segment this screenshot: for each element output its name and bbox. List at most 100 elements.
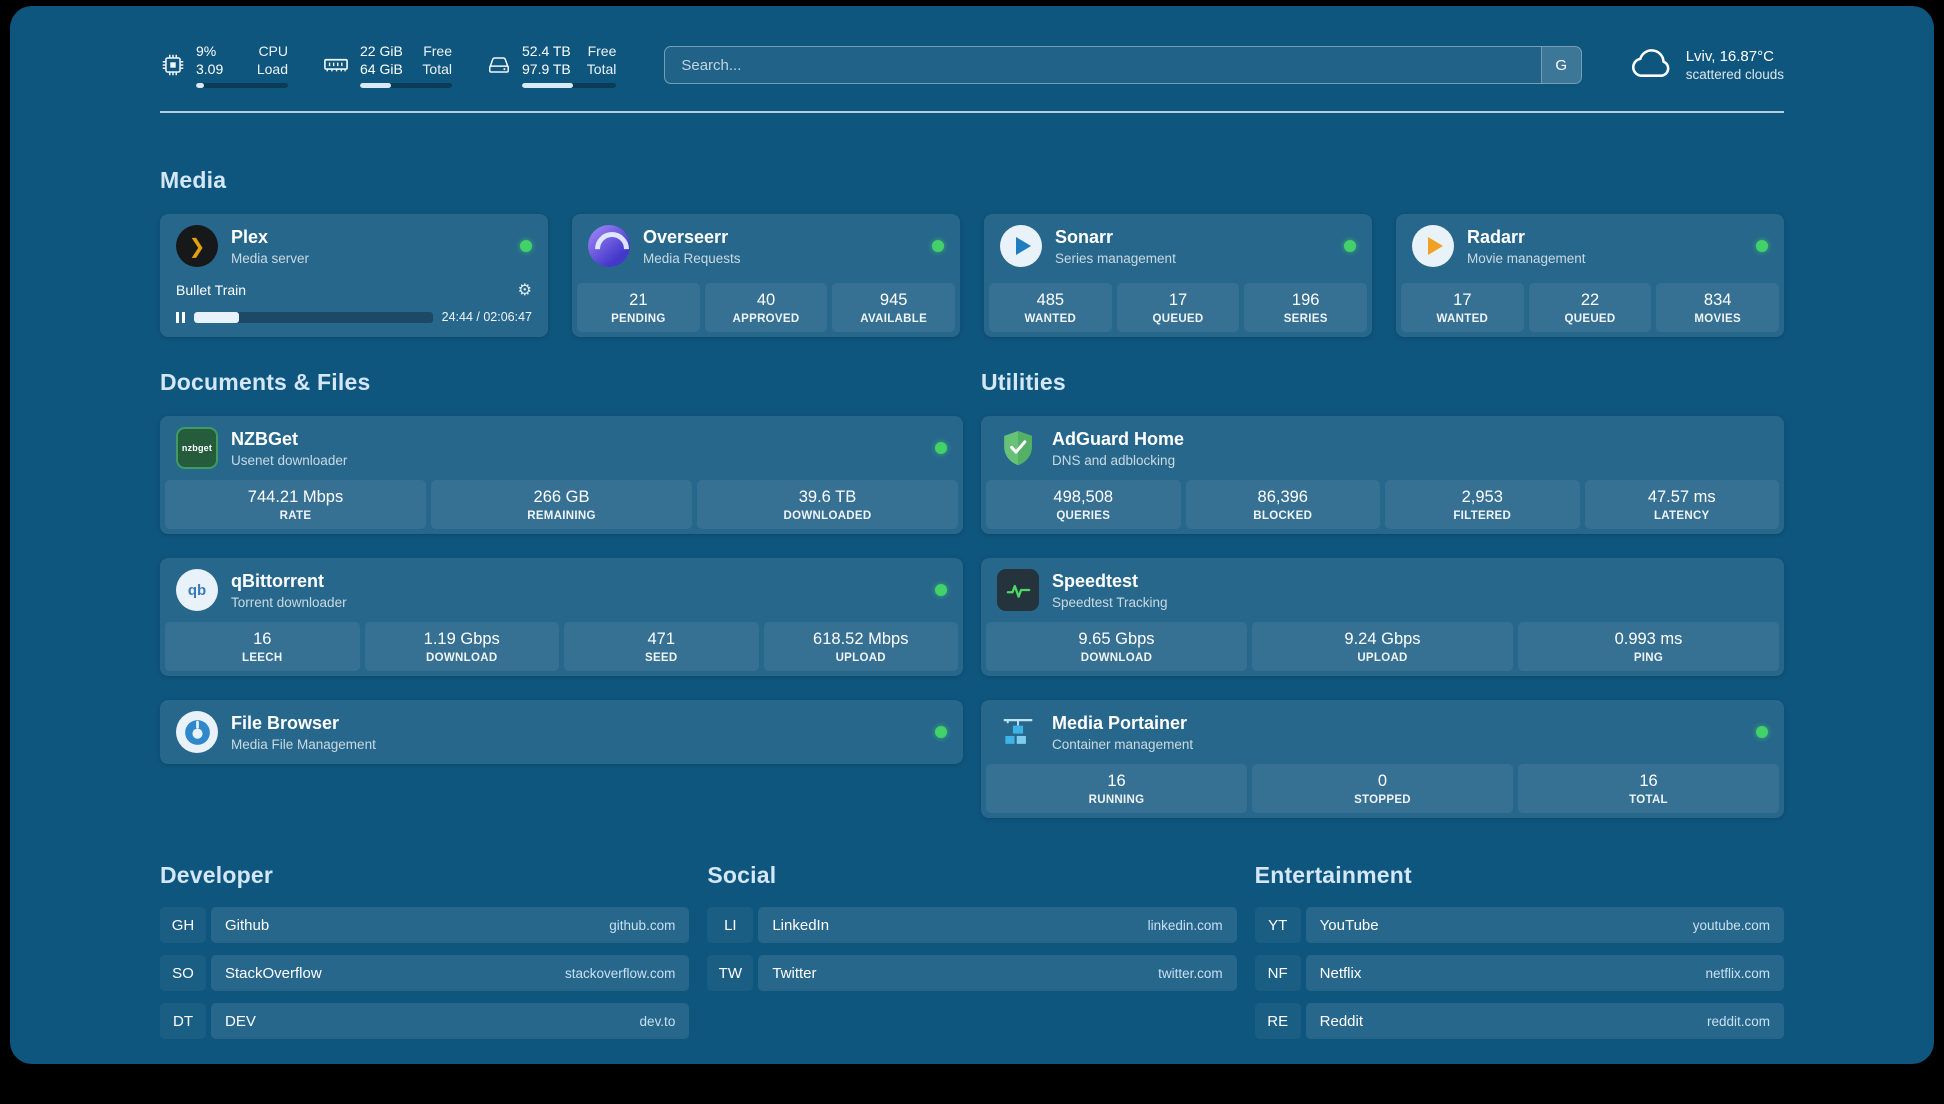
disk-free-label: Free (587, 42, 617, 59)
bookmark-name: Twitter (772, 964, 817, 982)
cpu-widget: 9% 3.09 CPU Load (160, 42, 288, 89)
portainer-card[interactable]: Media Portainer Container management 16 … (981, 700, 1784, 818)
radarr-card[interactable]: Radarr Movie management 17 WANTED 22 QUE… (1396, 214, 1784, 337)
developer-bookmarks: Developer GH Github github.com SO StackO… (160, 862, 690, 1039)
section-title-social: Social (707, 862, 777, 888)
stat-downloaded: 39.6 TB DOWNLOADED (697, 480, 958, 529)
social-bookmarks: Social LI LinkedIn linkedin.com TW Twitt… (707, 862, 1237, 1039)
sonarr-stats: 485 WANTED 17 QUEUED 196 SERIES (984, 283, 1372, 337)
bookmark-abbr: TW (707, 955, 754, 991)
bookmark-name: Reddit (1319, 1012, 1364, 1030)
weather-widget[interactable]: Lviv, 16.87°C scattered clouds (1630, 46, 1784, 85)
speedtest-card[interactable]: Speedtest Speedtest Tracking 9.65 Gbps D… (981, 558, 1784, 676)
bookmark-abbr: GH (160, 907, 206, 943)
pause-button[interactable] (176, 311, 185, 323)
stat-value: 196 (1291, 291, 1320, 309)
qbittorrent-stats: 16 LEECH 1.19 Gbps DOWNLOAD 471 SEED 6 (160, 622, 963, 676)
stat-label: DOWNLOAD (1080, 652, 1153, 664)
settings-gear-icon[interactable]: ⚙ (517, 282, 532, 299)
stat-wanted: 17 WANTED (1401, 283, 1524, 332)
bookmark-stackoverflow[interactable]: SO StackOverflow stackoverflow.com (160, 955, 690, 991)
filebrowser-card[interactable]: File Browser Media File Management (160, 700, 963, 764)
stat-movies: 834 MOVIES (1656, 283, 1780, 332)
stat-wanted: 485 WANTED (989, 283, 1112, 332)
bookmark-github[interactable]: GH Github github.com (160, 907, 690, 943)
disk-stats: 52.4 TB 97.9 TB Free Total (522, 42, 617, 89)
bookmark-dev[interactable]: DT DEV dev.to (160, 1003, 690, 1039)
cpu-label: CPU (258, 42, 288, 59)
cpu-progress-fill (196, 83, 205, 89)
stat-value: 17 (1168, 291, 1188, 309)
media-card-grid: ❯ Plex Media server Bullet Train ⚙ (160, 214, 1784, 337)
nzbget-icon-text: nzbget (181, 443, 213, 453)
weather-condition: scattered clouds (1685, 67, 1784, 82)
status-dot (932, 240, 944, 252)
nzbget-card[interactable]: nzbget NZBGet Usenet downloader 744.21 M… (160, 416, 963, 534)
app-name: Speedtest (1052, 570, 1139, 591)
bookmark-netflix[interactable]: NF Netflix netflix.com (1254, 955, 1784, 991)
section-title-utilities: Utilities (981, 369, 1066, 395)
bookmark-linkedin[interactable]: LI LinkedIn linkedin.com (707, 907, 1237, 943)
stat-available: 945 AVAILABLE (832, 283, 956, 332)
bookmark-twitter[interactable]: TW Twitter twitter.com (707, 955, 1237, 991)
cpu-load-value: 3.09 (196, 61, 224, 77)
playback-progressbar[interactable] (194, 311, 433, 323)
sonarr-card[interactable]: Sonarr Series management 485 WANTED 17 Q… (984, 214, 1372, 337)
bookmark-url: dev.to (639, 1013, 676, 1029)
overseerr-meta: Overseerr Media Requests (643, 227, 741, 266)
topbar-divider (160, 111, 1784, 113)
stat-value: 2,953 (1461, 488, 1503, 506)
bookmark-url: netflix.com (1705, 965, 1770, 981)
disk-total-label: Total (586, 61, 617, 77)
disk-widget: 52.4 TB 97.9 TB Free Total (486, 42, 617, 89)
qbittorrent-card[interactable]: qb qBittorrent Torrent downloader 16 LEE… (160, 558, 963, 676)
overseerr-card[interactable]: Overseerr Media Requests 21 PENDING 40 A… (572, 214, 960, 337)
bookmark-url: twitter.com (1158, 965, 1223, 981)
playback-progress-fill (194, 311, 240, 323)
stat-label: RATE (279, 510, 312, 522)
app-name: Media Portainer (1052, 712, 1188, 733)
stat-value: 40 (756, 291, 776, 309)
ram-free-label: Free (423, 42, 452, 59)
bookmark-name: YouTube (1319, 916, 1379, 934)
plex-meta: Plex Media server (231, 227, 309, 266)
stat-value: 22 (1580, 291, 1600, 309)
bookmark-youtube[interactable]: YT YouTube youtube.com (1254, 907, 1784, 943)
stat-value: 0.993 ms (1614, 630, 1683, 648)
stat-value: 471 (647, 630, 676, 648)
stat-download: 1.19 Gbps DOWNLOAD (364, 622, 559, 671)
stat-label: DOWNLOADED (783, 510, 872, 522)
bookmark-reddit[interactable]: RE Reddit reddit.com (1254, 1003, 1784, 1039)
dashboard-screen: 9% 3.09 CPU Load (10, 6, 1934, 1064)
stat-label: RUNNING (1088, 794, 1145, 806)
bookmark-url: stackoverflow.com (565, 965, 676, 981)
stat-upload: 9.24 Gbps UPLOAD (1252, 622, 1513, 671)
adguard-shield-icon (997, 427, 1039, 469)
ram-stats: 22 GiB 64 GiB Free Total (360, 42, 452, 89)
stat-running: 16 RUNNING (986, 764, 1247, 813)
app-subtitle: Speedtest Tracking (1052, 594, 1168, 610)
app-subtitle: Container management (1052, 736, 1194, 752)
weather-location: Lviv, 16.87°C (1685, 48, 1774, 65)
filebrowser-meta: File Browser Media File Management (231, 713, 376, 752)
plex-now-playing: Bullet Train ⚙ 24:44 / 02:06:47 (160, 278, 548, 337)
portainer-meta: Media Portainer Container management (1052, 713, 1193, 752)
plex-card[interactable]: ❯ Plex Media server Bullet Train ⚙ (160, 214, 548, 337)
stat-total: 16 TOTAL (1518, 764, 1779, 813)
stat-value: 39.6 TB (798, 488, 857, 506)
ram-free-value: 22 GiB (360, 42, 403, 59)
adguard-card[interactable]: AdGuard Home DNS and adblocking 498,508 … (981, 416, 1784, 534)
stat-value: 0 (1377, 772, 1388, 790)
qbittorrent-icon: qb (176, 569, 218, 611)
stat-stopped: 0 STOPPED (1252, 764, 1513, 813)
bookmark-abbr: RE (1254, 1003, 1301, 1039)
status-dot (520, 240, 532, 252)
search-engine-button[interactable]: G (1540, 47, 1581, 83)
search-bar: G (664, 46, 1582, 84)
stat-label: QUEUED (1152, 313, 1204, 325)
search-input[interactable] (665, 47, 1541, 83)
system-metrics: 9% 3.09 CPU Load (160, 42, 617, 89)
ram-widget: 22 GiB 64 GiB Free Total (322, 42, 452, 89)
stat-label: QUEUED (1564, 313, 1616, 325)
app-name: File Browser (231, 712, 340, 733)
